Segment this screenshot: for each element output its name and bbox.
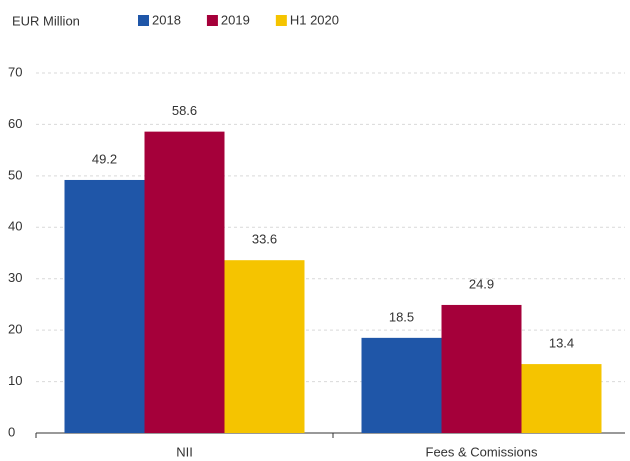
legend-label: 2018: [152, 12, 181, 27]
value-label: 58.6: [172, 103, 197, 118]
bar: [361, 337, 442, 433]
value-label: 33.6: [252, 232, 277, 247]
legend-label: 2019: [221, 12, 250, 27]
y-tick-label: 30: [8, 270, 22, 285]
y-tick-label: 60: [8, 116, 22, 131]
value-label: 24.9: [469, 276, 494, 291]
value-label: 13.4: [549, 336, 574, 351]
value-label: 18.5: [389, 309, 414, 324]
legend-swatch: [275, 15, 287, 26]
legend-swatch: [138, 15, 149, 26]
legend-label: H1 2020: [290, 12, 339, 27]
y-tick-label: 0: [8, 424, 15, 439]
y-tick-label: 40: [8, 219, 22, 234]
y-axis-label: EUR Million: [12, 13, 80, 28]
bar: [144, 131, 225, 433]
bar: [521, 364, 602, 433]
bar: [224, 260, 305, 433]
x-tick-label: NII: [176, 444, 193, 459]
y-tick-label: 70: [8, 64, 22, 79]
bar: [441, 304, 522, 433]
x-tick-label: Fees & Comissions: [426, 444, 538, 459]
value-label: 49.2: [92, 151, 117, 166]
y-tick-label: 50: [8, 167, 22, 182]
y-tick-label: 10: [8, 373, 22, 388]
legend-swatch: [206, 15, 218, 26]
y-tick-label: 20: [8, 322, 22, 337]
bar: [64, 179, 145, 433]
